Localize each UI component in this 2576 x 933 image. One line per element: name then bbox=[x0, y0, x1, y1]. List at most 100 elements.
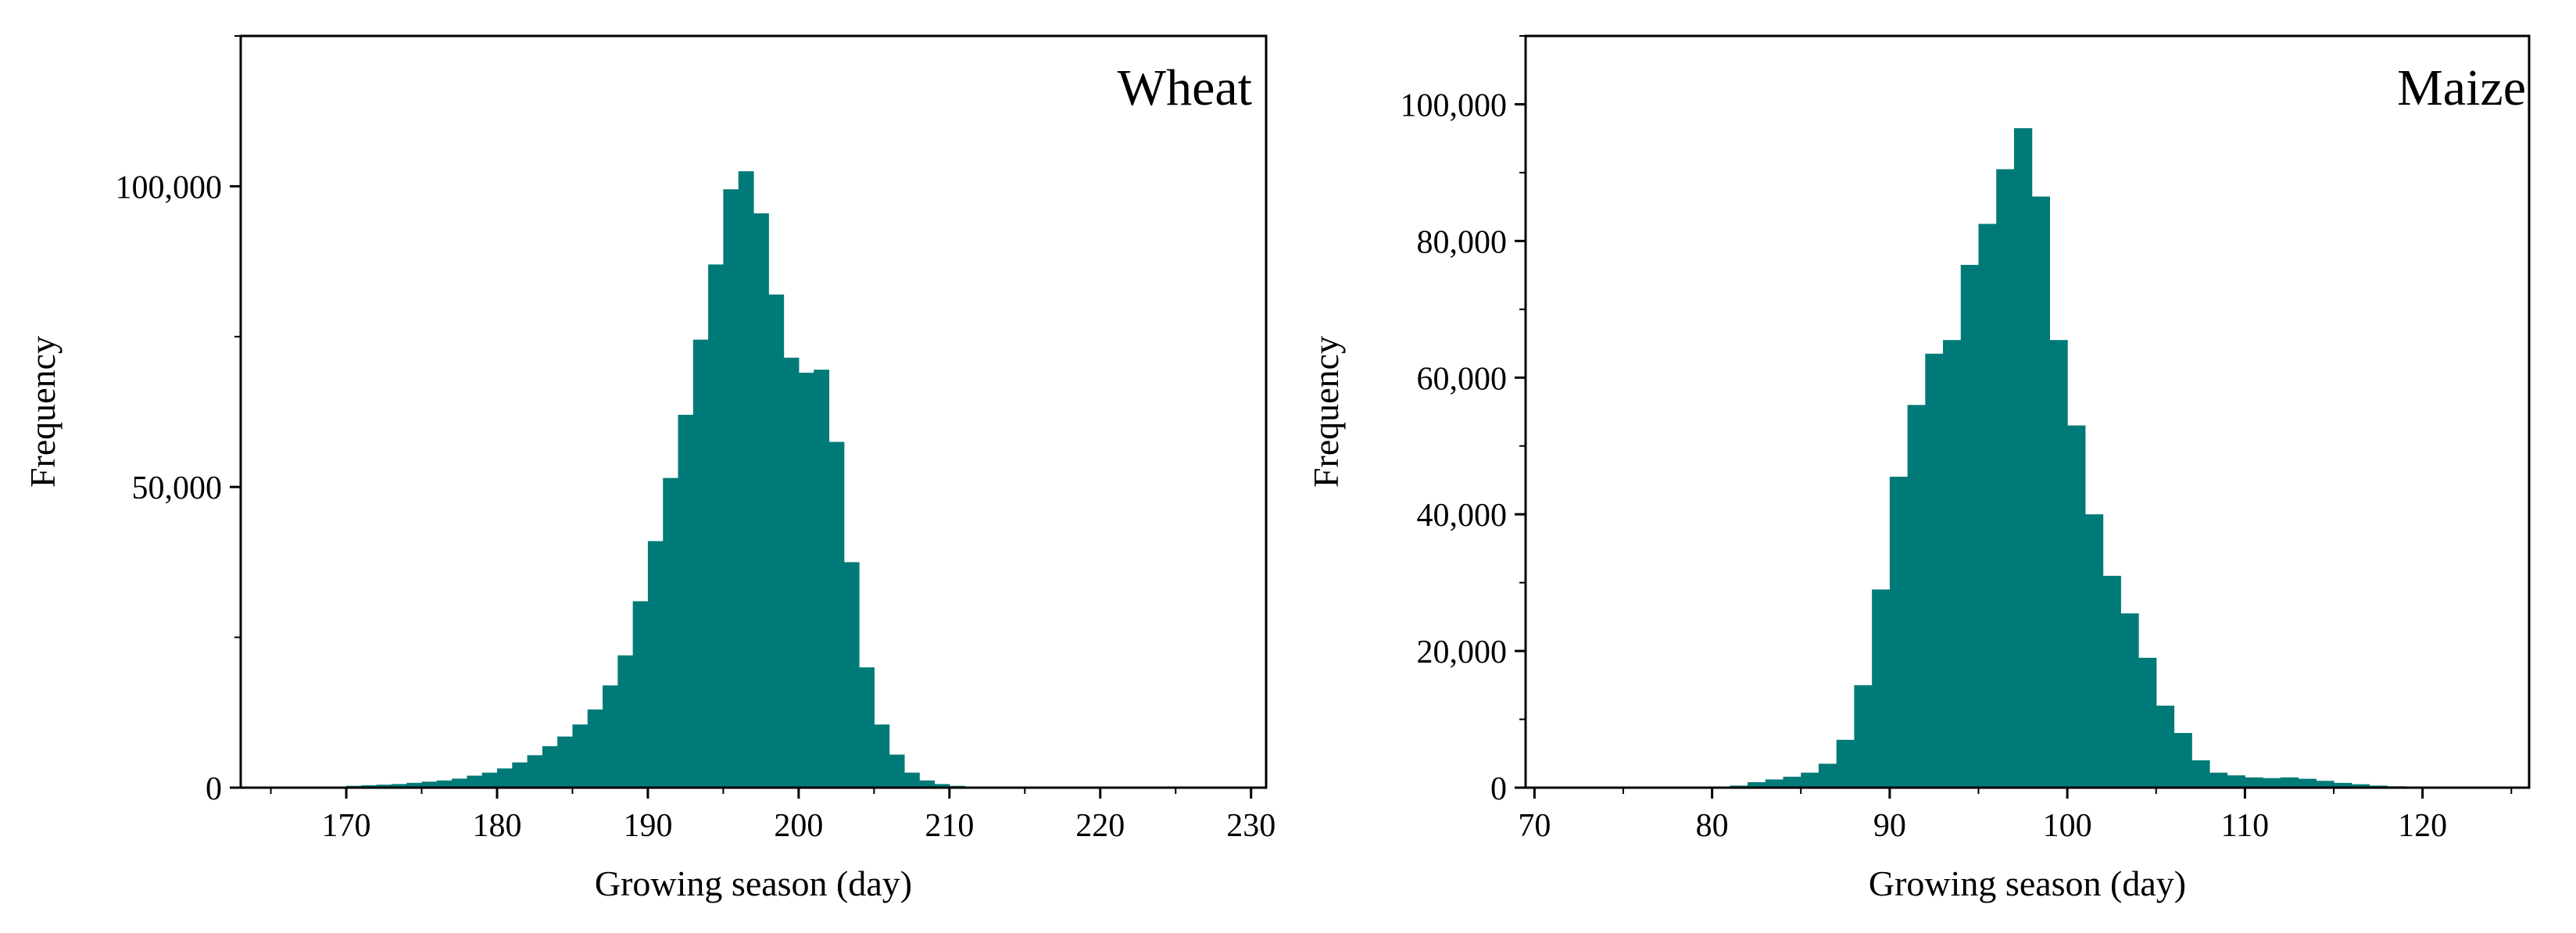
maize-panel-label: Maize bbox=[2397, 59, 2526, 116]
maize-histogram-bar bbox=[2280, 777, 2299, 788]
maize-y-tick-label: 40,000 bbox=[1417, 498, 1508, 534]
wheat-x-tick-label: 170 bbox=[322, 808, 371, 844]
maize-histogram-bar bbox=[2013, 128, 2033, 788]
maize-y-tick-label: 100,000 bbox=[1401, 88, 1508, 123]
wheat-x-tick-label: 200 bbox=[774, 808, 823, 844]
maize-histogram-bar bbox=[1925, 353, 1944, 788]
wheat-histogram-bar bbox=[753, 213, 769, 788]
maize-histogram-bar bbox=[1836, 739, 1855, 788]
wheat-histogram-bar bbox=[708, 264, 724, 788]
maize-histogram-bar bbox=[1978, 223, 1997, 788]
wheat-x-axis-title: Growing season (day) bbox=[595, 863, 912, 903]
wheat-histogram-bar bbox=[436, 780, 453, 788]
maize-histogram-bar bbox=[1996, 169, 2015, 788]
wheat-histogram-bar bbox=[452, 778, 468, 788]
wheat-histogram-bar bbox=[903, 772, 920, 788]
wheat-histogram-bar bbox=[587, 709, 603, 788]
maize-y-tick-label: 80,000 bbox=[1417, 224, 1508, 260]
maize-histogram-bar bbox=[2067, 425, 2086, 788]
wheat-histogram-bar bbox=[572, 724, 589, 788]
wheat-histogram-bar bbox=[934, 784, 950, 788]
wheat-histogram-bar bbox=[391, 784, 407, 788]
wheat-plot-frame bbox=[239, 34, 1268, 789]
wheat-panel-label: Wheat bbox=[1118, 59, 1252, 116]
wheat-histogram-bar bbox=[798, 372, 814, 788]
maize-histogram-bar bbox=[2227, 775, 2245, 788]
maize-histogram-bar bbox=[2156, 706, 2175, 788]
maize-histogram-bar bbox=[1889, 477, 1909, 788]
maize-x-axis-title: Growing season (day) bbox=[1869, 863, 2186, 903]
maize-histogram-bar bbox=[2316, 781, 2334, 788]
wheat-histogram-bar bbox=[603, 685, 618, 788]
maize-histogram-bar bbox=[2031, 196, 2051, 788]
maize-histogram-bar bbox=[2209, 772, 2228, 788]
wheat-x-tick-label: 190 bbox=[623, 808, 672, 844]
wheat-histogram-bar bbox=[361, 785, 377, 788]
wheat-histogram-bar bbox=[783, 357, 800, 788]
wheat-y-axis-title: Frequency bbox=[23, 336, 63, 488]
wheat-x-tick-label: 180 bbox=[473, 808, 522, 844]
maize-histogram-bar bbox=[1872, 589, 1891, 788]
maize-plot-frame bbox=[1524, 34, 2531, 789]
maize-histogram-bar bbox=[1783, 777, 1801, 788]
maize-histogram-bar bbox=[2191, 760, 2210, 788]
wheat-histogram-bar bbox=[843, 562, 860, 788]
wheat-histogram-bar bbox=[497, 768, 513, 788]
wheat-histogram-bar bbox=[663, 477, 679, 788]
wheat-histogram-bar bbox=[738, 171, 754, 788]
wheat-histogram-bar bbox=[768, 294, 785, 788]
maize-x-axis: 70 80 90 100 110 120 bbox=[1518, 788, 2513, 844]
maize-y-axis-title: Frequency bbox=[1306, 336, 1346, 488]
maize-histogram-bar bbox=[1801, 772, 1819, 788]
wheat-histogram-bar bbox=[874, 724, 890, 788]
maize-histogram-bar bbox=[2298, 778, 2317, 788]
wheat-x-axis: 170 180 190 200 210 220 230 bbox=[270, 788, 1275, 844]
wheat-histogram-bar bbox=[647, 541, 664, 788]
maize-histogram-bar bbox=[2351, 784, 2370, 788]
maize-histogram-bar bbox=[2263, 778, 2281, 788]
maize-x-tick-label: 120 bbox=[2398, 808, 2447, 844]
wheat-x-tick-label: 220 bbox=[1075, 808, 1125, 844]
wheat-histogram-bar bbox=[512, 762, 528, 788]
wheat-y-axis: 0 50,000 100,000 bbox=[116, 35, 241, 807]
maize-histogram-bar bbox=[1748, 782, 1766, 788]
maize-histogram-bar bbox=[2120, 613, 2139, 788]
wheat-histogram-bar bbox=[632, 601, 649, 788]
maize-histogram-bar bbox=[1854, 685, 1873, 788]
wheat-histogram-bar bbox=[617, 655, 634, 788]
maize-histogram-bar bbox=[2084, 514, 2104, 788]
wheat-histogram-bar bbox=[542, 745, 558, 788]
wheat-histogram-bar bbox=[421, 781, 438, 788]
wheat-y-tick-label: 50,000 bbox=[132, 470, 223, 506]
maize-y-axis: 0 20,000 40,000 60,000 80,000 100,000 bbox=[1401, 35, 1526, 807]
maize-y-tick-label: 0 bbox=[1490, 771, 1507, 807]
wheat-histogram-bar bbox=[557, 736, 574, 788]
maize-histogram-bar bbox=[2334, 782, 2352, 788]
wheat-histogram-bar bbox=[859, 667, 875, 788]
maize-histogram-bar bbox=[2102, 575, 2121, 788]
maize-x-tick-label: 80 bbox=[1696, 808, 1729, 844]
maize-x-tick-label: 70 bbox=[1518, 808, 1551, 844]
maize-y-tick-label: 60,000 bbox=[1417, 361, 1508, 397]
wheat-histogram-bar bbox=[376, 785, 392, 788]
wheat-histogram-panel: 170 180 190 200 210 220 230 0 50,000 100,000 Whe… bbox=[23, 34, 1275, 903]
wheat-x-tick-label: 230 bbox=[1226, 808, 1275, 844]
maize-histogram-bar bbox=[2138, 657, 2157, 788]
wheat-histogram-bar bbox=[467, 775, 483, 788]
wheat-histogram-bar bbox=[919, 780, 936, 788]
wheat-x-tick-label: 210 bbox=[925, 808, 974, 844]
maize-y-tick-label: 20,000 bbox=[1417, 635, 1508, 670]
wheat-histogram-bar bbox=[481, 772, 498, 788]
maize-histogram-bar bbox=[2245, 777, 2263, 788]
maize-histogram-bar bbox=[1943, 340, 1962, 788]
maize-histogram-bar bbox=[1960, 264, 1980, 788]
wheat-histogram-bar bbox=[889, 754, 905, 788]
maize-bars bbox=[1730, 128, 2406, 788]
maize-x-tick-label: 100 bbox=[2043, 808, 2092, 844]
wheat-bars bbox=[346, 171, 981, 788]
wheat-histogram-bar bbox=[527, 755, 543, 788]
wheat-histogram-bar bbox=[678, 414, 694, 788]
wheat-histogram-bar bbox=[814, 370, 830, 788]
maize-histogram-bar bbox=[1818, 763, 1837, 788]
